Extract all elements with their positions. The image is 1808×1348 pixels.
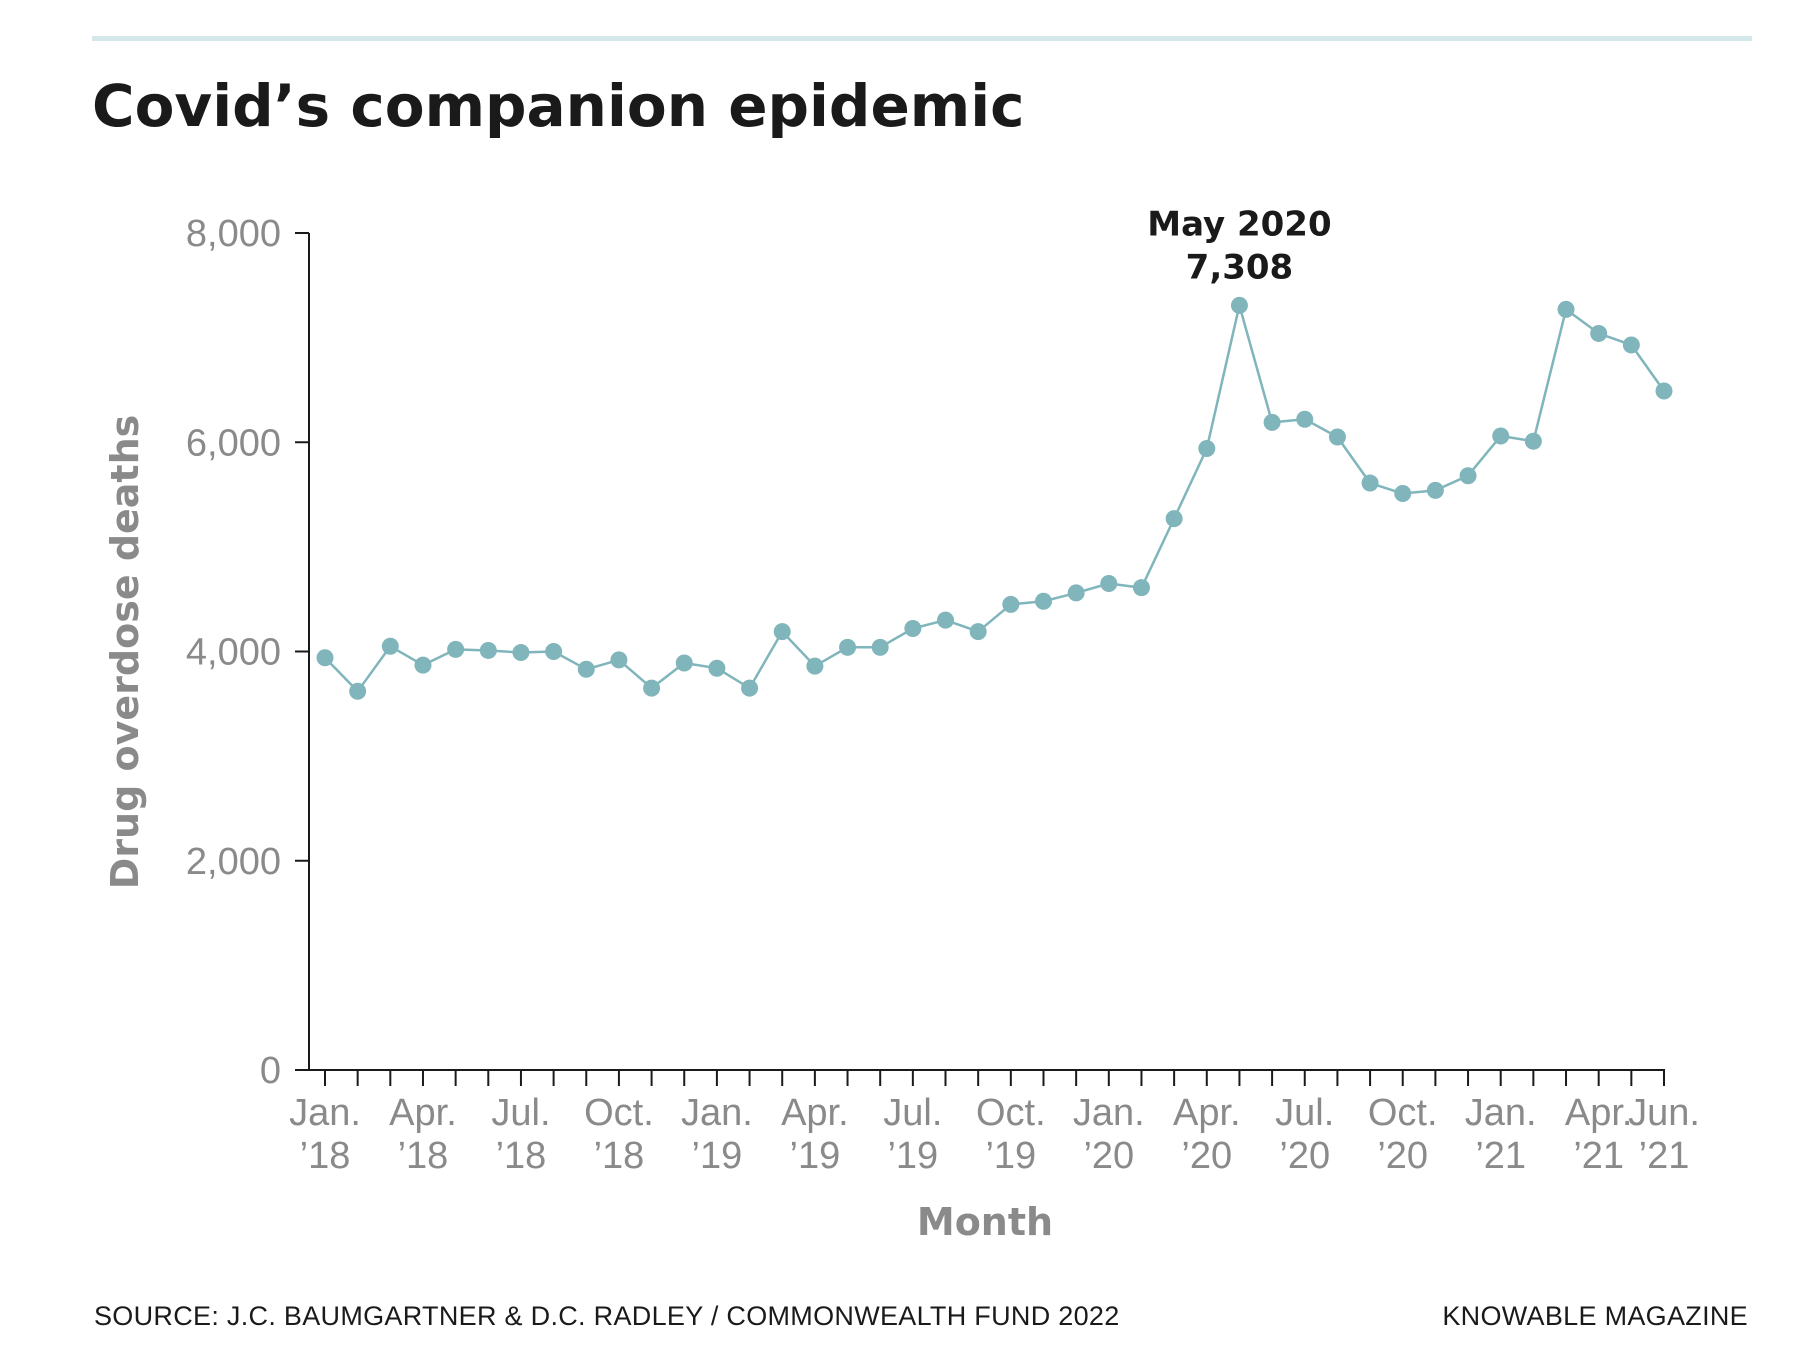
data-point [1198, 440, 1216, 458]
data-point [316, 649, 334, 667]
x-tick-label-month: Jan. [1465, 1092, 1537, 1134]
x-tick-label-month: Jan. [1073, 1092, 1145, 1134]
x-tick-label-month: Apr. [1173, 1092, 1241, 1134]
y-tick-label: 0 [260, 1050, 281, 1092]
y-tick-label: 8,000 [186, 213, 281, 255]
data-point [1002, 595, 1020, 613]
data-series [316, 296, 1673, 700]
x-tick-label-year: ’20 [1181, 1135, 1232, 1177]
x-axis: Jan.’18Apr.’18Jul.’18Oct.’18Jan.’19Apr.’… [289, 1069, 1700, 1177]
source-note: SOURCE: J.C. BAUMGARTNER & D.C. RADLEY /… [94, 1301, 1120, 1331]
data-point [1492, 427, 1510, 445]
data-point [741, 679, 759, 697]
data-point [577, 660, 595, 678]
top-accent-rule [92, 36, 1752, 41]
data-point [1590, 324, 1608, 342]
data-point [610, 651, 628, 669]
x-tick-label-month: Apr. [389, 1092, 457, 1134]
y-axis-title: Drug overdose deaths [103, 415, 147, 890]
data-point [1426, 481, 1444, 499]
data-point [1165, 510, 1183, 528]
data-point [381, 637, 399, 655]
x-tick-label-month: Jan. [289, 1092, 361, 1134]
data-point [479, 641, 497, 659]
data-point [1655, 382, 1673, 400]
x-axis-title: Month [917, 1200, 1053, 1244]
data-point [643, 679, 661, 697]
data-point [1230, 296, 1248, 314]
x-tick-label-year: ’18 [594, 1135, 645, 1177]
x-tick-label-month: Apr. [781, 1092, 849, 1134]
data-point [904, 619, 922, 637]
x-tick-label-year: ’18 [398, 1135, 449, 1177]
annotation-label-value: 7,308 [1186, 247, 1294, 287]
data-point [1263, 413, 1281, 431]
x-tick-label-year: ’20 [1377, 1135, 1428, 1177]
data-point [1394, 485, 1412, 503]
x-tick-label-month: Apr. [1565, 1092, 1633, 1134]
data-point [839, 638, 857, 656]
publisher-credit: KNOWABLE MAGAZINE [1442, 1301, 1748, 1331]
data-point [871, 638, 889, 656]
x-tick-label-year: ’21 [1573, 1135, 1624, 1177]
data-point [1459, 467, 1477, 485]
data-point [1328, 428, 1346, 446]
data-point [1296, 410, 1314, 428]
x-tick-label-year: ’19 [692, 1135, 743, 1177]
data-point [1100, 574, 1118, 592]
x-tick-label-year: ’21 [1475, 1135, 1526, 1177]
y-tick-label: 2,000 [186, 841, 281, 883]
y-tick-label: 4,000 [186, 632, 281, 674]
x-tick-label-month: Oct. [1368, 1092, 1438, 1134]
x-tick-label-year: ’20 [1279, 1135, 1330, 1177]
x-tick-label-month: Oct. [584, 1092, 654, 1134]
data-point [773, 623, 791, 641]
series-line [324, 304, 1666, 693]
data-point [545, 643, 563, 660]
x-tick-label-month: Jul. [491, 1092, 550, 1134]
data-point [708, 659, 726, 677]
x-tick-label-month: Jun. [1628, 1092, 1700, 1134]
data-point [512, 644, 530, 662]
data-point [447, 640, 465, 658]
x-tick-label-month: Jul. [883, 1092, 942, 1134]
y-tick-label: 6,000 [186, 422, 281, 464]
data-point [937, 611, 955, 629]
data-point [1132, 579, 1150, 597]
x-tick-label-year: ’20 [1083, 1135, 1134, 1177]
data-point [806, 657, 824, 675]
data-point [1524, 432, 1542, 450]
x-tick-label-year: ’18 [300, 1135, 351, 1177]
data-point [969, 623, 987, 641]
x-tick-label-month: Jan. [681, 1092, 753, 1134]
y-axis: 0 2,000 4,000 6,000 8,000 [186, 213, 310, 1092]
x-tick-label-month: Jul. [1275, 1092, 1334, 1134]
x-tick-label-year: ’19 [985, 1135, 1036, 1177]
chart-title: Covid’s companion epidemic [92, 72, 1024, 140]
x-tick-label-year: ’21 [1639, 1135, 1690, 1177]
data-point [1361, 474, 1379, 492]
data-point [414, 656, 432, 674]
data-point [675, 654, 693, 672]
data-point [1034, 592, 1052, 610]
data-point [1557, 300, 1575, 318]
x-tick-label-month: Oct. [976, 1092, 1046, 1134]
annotation-label-date: May 2020 [1147, 204, 1331, 244]
data-point [1067, 584, 1085, 602]
x-tick-label-year: ’19 [790, 1135, 841, 1177]
x-tick-label-year: ’18 [496, 1135, 547, 1177]
data-point [1622, 336, 1640, 354]
data-point [349, 682, 367, 700]
x-tick-label-year: ’19 [887, 1135, 938, 1177]
